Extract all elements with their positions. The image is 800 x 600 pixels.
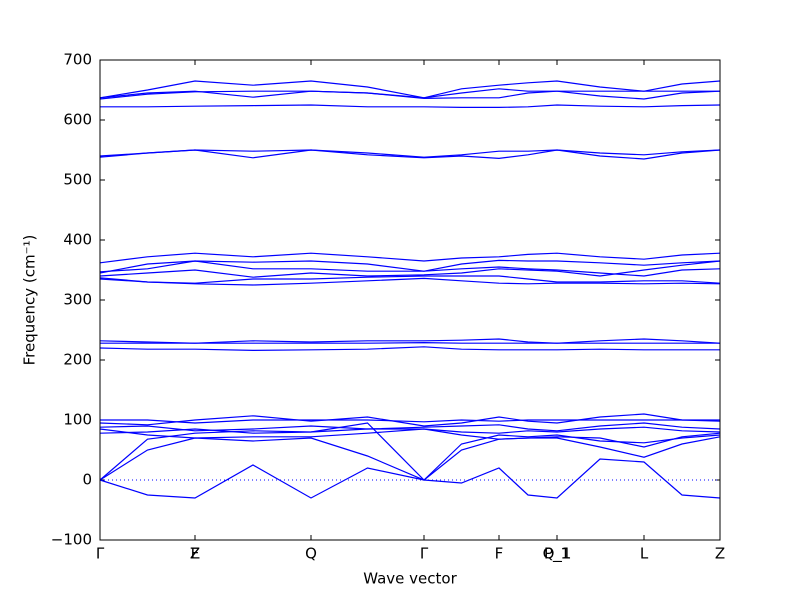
y-axis-label: Frequency (cm⁻¹) [21,235,39,366]
x-tick-label: L [640,545,649,563]
band [100,104,721,108]
y-tick-label: 100 [63,411,92,429]
band [99,80,721,99]
band [99,149,721,158]
y-tick-label: 0 [82,471,92,489]
band [99,260,721,278]
band [99,436,721,481]
band [99,88,721,100]
y-tick-label: 600 [63,111,92,129]
x-tick-label: Q [305,545,317,563]
band [99,260,721,277]
x-tick-label: Q_1 [543,545,572,564]
x-tick-label: P_1 [544,545,570,564]
band [99,338,721,344]
band [99,277,721,286]
band [99,259,721,274]
x-tick-label: Γ [96,545,105,563]
x-tick-label: F [191,545,200,563]
band [99,422,721,432]
x-tick-label: Z [715,545,725,563]
x-axis-label: Wave vector [363,570,457,588]
x-tick-label: Γ [420,545,429,563]
band [99,413,721,427]
plot-frame [99,59,721,541]
y-tick-label: 300 [63,291,92,309]
y-tick-label: 500 [63,171,92,189]
band [99,346,720,352]
x-tick-label: Z [190,545,200,563]
band [99,90,720,100]
x-tick-label: F [495,545,504,563]
band [99,252,721,264]
band [100,341,720,344]
band [99,458,721,499]
y-tick-label: 700 [63,51,92,69]
band [99,149,721,160]
band [99,275,721,284]
band [99,422,721,481]
band [100,419,720,424]
y-tick-label: 200 [63,351,92,369]
band [99,428,721,448]
y-tick-label: −100 [51,531,92,549]
y-tick-label: 400 [63,231,92,249]
